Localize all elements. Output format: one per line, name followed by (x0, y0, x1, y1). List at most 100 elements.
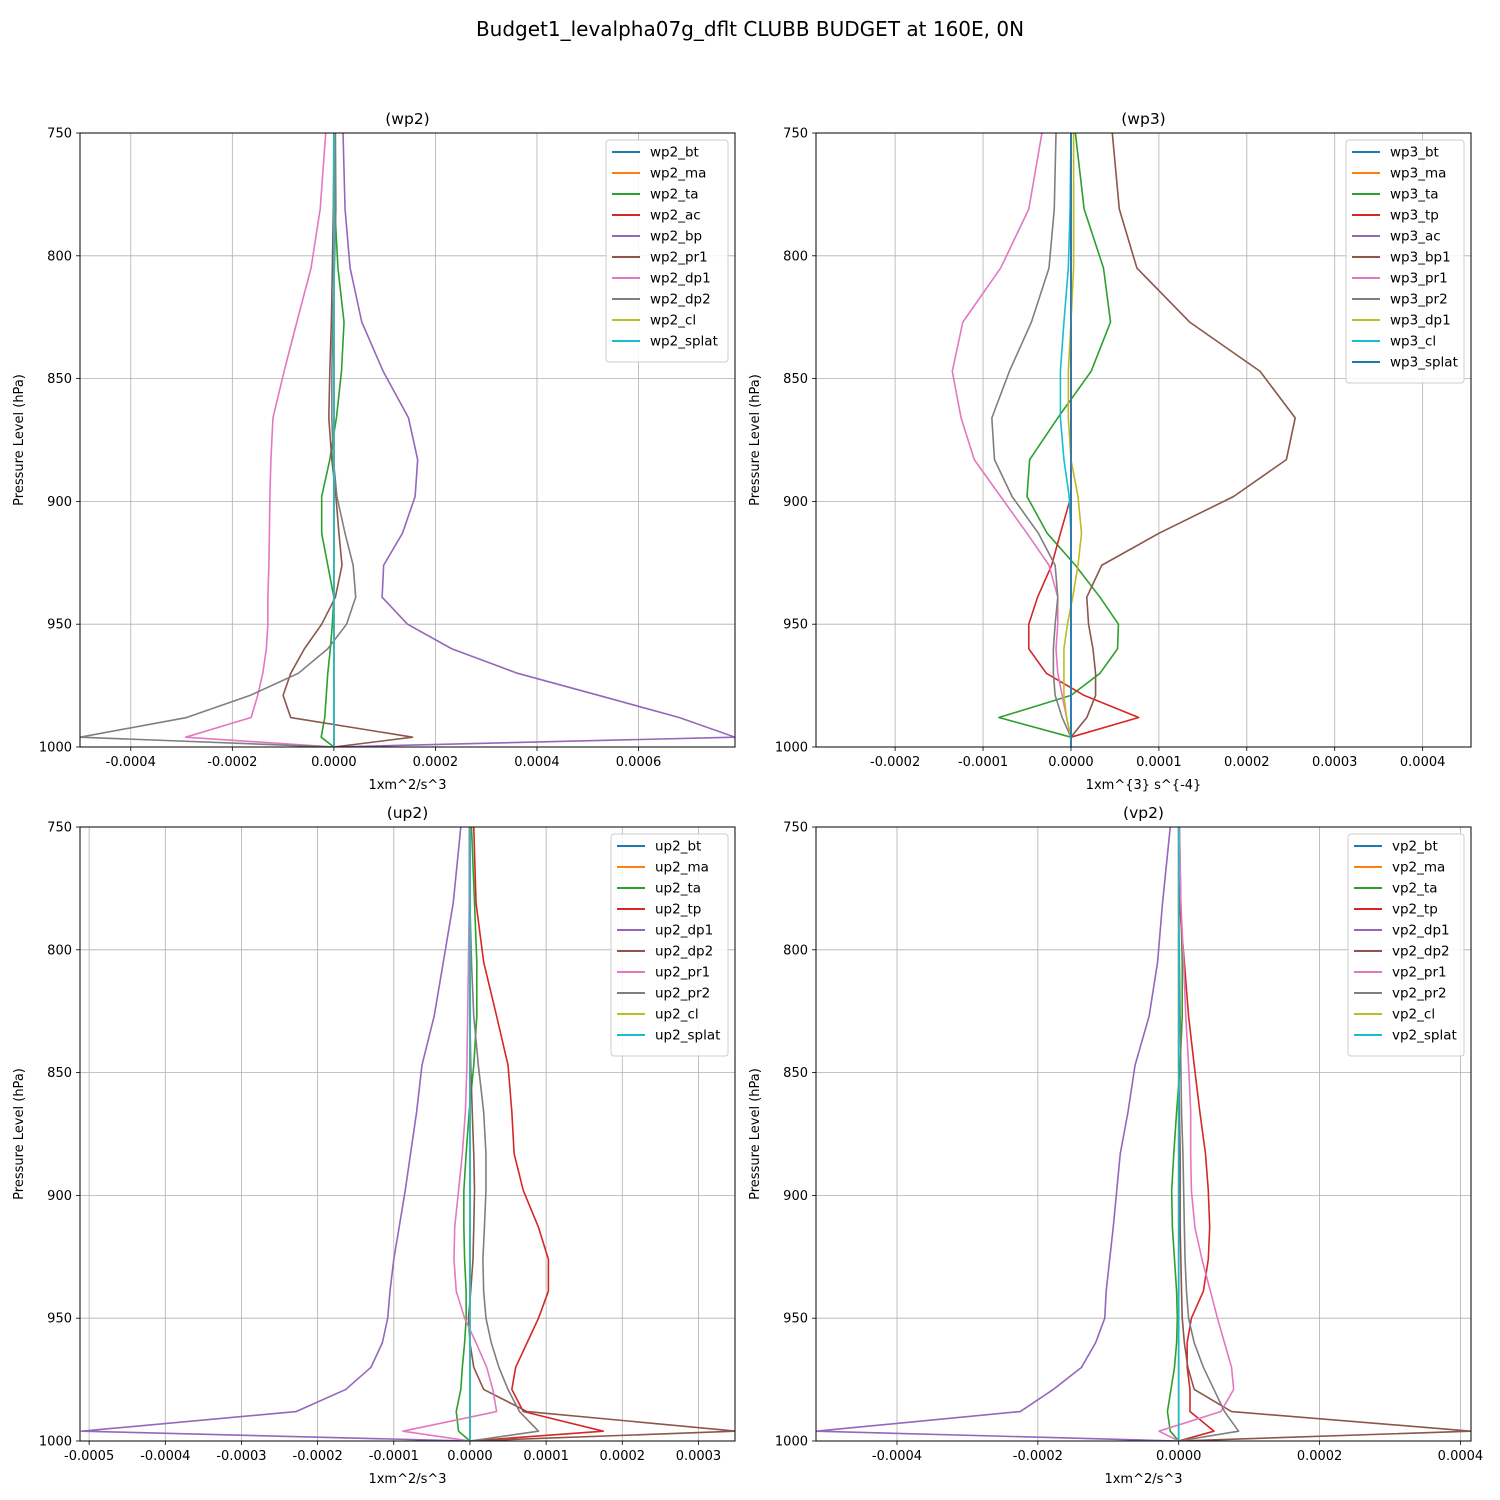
legend-entry: wp3_bt (1390, 145, 1439, 161)
legend-entry: vp2_dp2 (1392, 944, 1450, 960)
legend-entry: up2_tp (655, 902, 701, 918)
panel-title: (vp2) (1123, 804, 1164, 822)
series-line-vp2_tp (1177, 827, 1215, 1441)
series-line-wp3_dp1 (1063, 133, 1083, 747)
series-line-wp2_pr1 (282, 133, 414, 747)
legend-entry: vp2_ma (1392, 860, 1445, 876)
legend-entry: up2_dp1 (655, 923, 713, 939)
legend: vp2_bt vp2_ma vp2_ta vp2_tp vp2_dp1 vp2_dp2vp… (1347, 833, 1465, 1057)
series-lines (951, 133, 1296, 747)
series-line-wp3_bp1 (1070, 133, 1296, 747)
x-tick-label: 0.0001 (1136, 755, 1182, 770)
plot-frame (79, 132, 736, 748)
x-tick-label: -0.0002 (293, 1449, 343, 1464)
legend-box (610, 833, 729, 1057)
plot-frame (815, 826, 1472, 1442)
y-axis-label: Pressure Level (hPa) (748, 374, 763, 506)
x-tick-label: 0.0004 (514, 755, 560, 770)
series-line-wp3_tp (1027, 133, 1140, 747)
x-tick-label: -0.0002 (207, 755, 257, 770)
series-line-wp2_ta (320, 133, 345, 747)
legend-entry: wp3_dp1 (1390, 313, 1451, 329)
series-line-up2_pr2 (469, 827, 540, 1441)
y-tick-label: 800 (47, 249, 72, 264)
y-tick-label: 800 (783, 943, 808, 958)
y-tick-label: 900 (783, 1189, 808, 1204)
x-tick-label: 0.0000 (1048, 755, 1094, 770)
plot-frame (815, 132, 1472, 748)
legend-entry: wp2_bt (650, 145, 699, 161)
y-tick-label: 900 (783, 495, 808, 510)
y-tick-label: 750 (47, 127, 72, 142)
legend-entry: vp2_pr2 (1392, 986, 1447, 1002)
series-line-vp2_pr2 (1177, 827, 1240, 1441)
panel-title: (wp2) (385, 110, 429, 128)
legend-entry: wp3_pr1 (1390, 271, 1448, 287)
legend-box (1345, 139, 1465, 384)
panel-title: (wp3) (1121, 110, 1165, 128)
x-tick-label: -0.0004 (140, 1449, 190, 1464)
legend-entry: wp3_tp (1390, 208, 1439, 224)
legend-entry: up2_cl (655, 1007, 699, 1023)
y-tick-label: 950 (783, 618, 808, 633)
chart-panel-4: -0.0004 -0.0002 0.0000 0.0002 0.0004 750 800 85… (748, 804, 1483, 1487)
legend-entry: wp2_ma (650, 166, 706, 182)
legend-entry: wp2_splat (650, 334, 718, 350)
series-line-wp2_bp (333, 133, 735, 747)
figure-title: Budget1_levalpha07g_dflt CLUBB BUDGET at… (476, 17, 1024, 41)
y-tick-label: 800 (783, 249, 808, 264)
legend-entry: up2_ta (655, 881, 701, 897)
chart-panel-1: -0.0004 -0.0002 0.0000 0.0002 0.0004 0.0006 75… (12, 110, 736, 793)
y-tick-label: 950 (783, 1312, 808, 1327)
legend: wp2_bt wp2_ma wp2_ta wp2_ac wp2_bp wp2_pr1 wp2… (605, 139, 729, 363)
x-tick-label: 0.0000 (447, 1449, 493, 1464)
x-tick-label: -0.0004 (872, 1449, 922, 1464)
series-line-vp2_pr1 (1158, 827, 1235, 1441)
x-tick-label: 0.0004 (1438, 1449, 1484, 1464)
series-line-wp3_ta (998, 133, 1120, 747)
panel-title: (up2) (387, 804, 429, 822)
x-axis-label: 1xm^2/s^3 (368, 778, 446, 793)
x-tick-label: 0.0001 (523, 1449, 569, 1464)
legend-entry: wp3_bp1 (1390, 250, 1451, 266)
x-axis-label: 1xm^2/s^3 (1104, 1472, 1182, 1487)
series-line-vp2_ta (1166, 827, 1184, 1441)
legend-entry: wp2_dp1 (650, 271, 711, 287)
chart-panel-3: -0.0005 -0.0004 -0.0003 -0.0002 -0.0001 0.000… (12, 804, 736, 1487)
series-lines (80, 133, 735, 747)
legend-entry: vp2_dp1 (1392, 923, 1450, 939)
series-line-wp2_dp1 (184, 133, 334, 747)
x-axis-label: 1xm^{3} s^{-4} (1086, 778, 1202, 793)
legend-entry: vp2_tp (1392, 902, 1438, 918)
plot-frame (79, 826, 736, 1442)
x-tick-label: 0.0002 (600, 1449, 646, 1464)
y-tick-label: 750 (783, 127, 808, 142)
y-tick-label: 850 (783, 372, 808, 387)
y-tick-label: 900 (47, 495, 72, 510)
legend-entry: up2_splat (655, 1028, 720, 1044)
series-line-up2_pr1 (402, 827, 498, 1441)
legend-box (605, 139, 729, 363)
y-tick-label: 950 (47, 618, 72, 633)
y-tick-label: 800 (47, 943, 72, 958)
legend-entry: wp3_pr2 (1390, 292, 1448, 308)
y-tick-label: 900 (47, 1189, 72, 1204)
legend-entry: up2_pr2 (655, 986, 710, 1002)
chart-panels: -0.0004 -0.0002 0.0000 0.0002 0.0004 0.0006 75… (12, 110, 1483, 1487)
y-tick-label: 950 (47, 1312, 72, 1327)
series-lines (80, 827, 735, 1441)
legend-entry: vp2_bt (1392, 839, 1438, 855)
chart-panel-2: -0.0002 -0.0001 0.0000 0.0001 0.0002 0.0003 0.… (748, 110, 1472, 793)
legend-entry: wp3_splat (1390, 355, 1458, 371)
legend-entry: wp3_ma (1390, 166, 1446, 182)
y-tick-label: 1000 (775, 1435, 808, 1450)
x-tick-label: -0.0001 (369, 1449, 419, 1464)
series-line-wp3_pr2 (991, 133, 1072, 747)
series-line-up2_dp1 (80, 827, 470, 1441)
y-tick-label: 850 (47, 1066, 72, 1081)
x-tick-label: 0.0006 (616, 755, 662, 770)
x-tick-label: 0.0002 (413, 755, 459, 770)
x-tick-label: -0.0003 (216, 1449, 266, 1464)
y-tick-label: 1000 (775, 741, 808, 756)
y-axis-label: Pressure Level (hPa) (12, 1068, 27, 1200)
